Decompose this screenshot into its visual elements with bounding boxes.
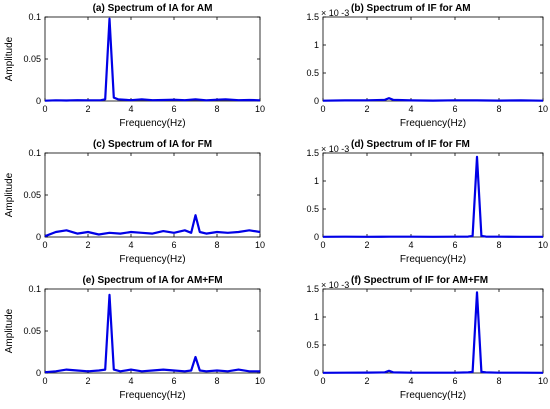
axes-box (322, 16, 544, 102)
y-tick-label: 0 (36, 368, 41, 378)
x-tick-label: 8 (214, 104, 219, 114)
x-tick-label: 2 (364, 104, 369, 114)
x-tick-label: 4 (128, 376, 133, 386)
x-tick-label: 2 (364, 376, 369, 386)
x-axis-label: Frequency(Hz) (119, 254, 185, 265)
x-axis-label: Frequency(Hz) (400, 118, 466, 129)
subplot-title: (d) Spectrum of IF for FM (351, 139, 470, 150)
y-tick-label: 0 (314, 368, 319, 378)
x-tick-label: 4 (408, 240, 413, 250)
x-tick-label: 0 (320, 376, 325, 386)
subplot-title: (a) Spectrum of IA for AM (93, 3, 213, 14)
y-tick-label: 0.1 (28, 284, 41, 294)
x-axis-label: Frequency(Hz) (400, 390, 466, 401)
subplot-c: 0 2 4 6 8 10 0 0.05 0.1 (c) Spectrum of IA for FM… (4, 139, 265, 265)
subplot-e: 0 2 4 6 8 10 0 0.05 0.1 (e) Spectrum of IA for AM… (4, 275, 265, 401)
subplot-title: (c) Spectrum of IA for FM (93, 139, 212, 150)
axes-box (44, 288, 261, 374)
x-tick-label: 8 (214, 376, 219, 386)
y-tick-label: 1.5 (306, 12, 319, 22)
x-tick-label: 10 (538, 376, 548, 386)
x-tick-label: 6 (452, 104, 457, 114)
x-tick-label: 2 (85, 240, 90, 250)
x-axis-label: Frequency(Hz) (119, 118, 185, 129)
x-tick-label: 4 (128, 240, 133, 250)
x-tick-label: 8 (496, 376, 501, 386)
spectrum-line (322, 291, 544, 374)
x-axis-label: Frequency(Hz) (400, 254, 466, 265)
x-tick-label: 8 (214, 240, 219, 250)
x-tick-label: 4 (128, 104, 133, 114)
x-tick-label: 8 (496, 104, 501, 114)
y-tick-label: 0.1 (28, 148, 41, 158)
y-scale-multiplier: × 10 -3 (321, 8, 349, 18)
x-tick-label: 6 (171, 240, 176, 250)
y-tick-label: 1.5 (306, 284, 319, 294)
subplot-b: 0 2 4 6 8 10 0 0.5 1 1.5 × 10 -3 (b) Spectrum of IF… (306, 3, 548, 129)
x-tick-label: 0 (320, 240, 325, 250)
x-tick-label: 6 (452, 240, 457, 250)
y-tick-label: 0.5 (306, 68, 319, 78)
x-tick-label: 6 (171, 104, 176, 114)
axes-box (44, 152, 261, 238)
x-tick-label: 6 (171, 376, 176, 386)
spectrum-line (322, 155, 543, 238)
subplot-f: 0 2 4 6 8 10 0 0.5 1 1.5 × 10 -3 (f) Spectrum of IF… (306, 275, 548, 401)
y-tick-label: 1 (314, 176, 319, 186)
y-tick-label: 1 (314, 312, 319, 322)
x-tick-label: 8 (496, 240, 501, 250)
subplot-title: (b) Spectrum of IF for AM (351, 3, 471, 14)
subplot-title: (f) Spectrum of IF for AM+FM (351, 275, 488, 286)
axes-box (44, 16, 261, 102)
subplot-a: 0 2 4 6 8 10 0 0.05 0.1 (a) Spectrum of IA for AM… (4, 3, 265, 129)
x-tick-label: 10 (538, 240, 548, 250)
x-tick-label: 2 (364, 240, 369, 250)
y-scale-multiplier: × 10 -3 (321, 280, 349, 290)
y-tick-label: 0 (314, 96, 319, 106)
x-tick-label: 10 (255, 240, 265, 250)
subplot-d: 0 2 4 6 8 10 0 0.5 1 1.5 × 10 -3 (d) Spectrum of IF… (306, 139, 548, 265)
y-axis-label: Amplitude (4, 308, 15, 353)
x-tick-label: 4 (408, 376, 413, 386)
y-tick-label: 0.5 (306, 340, 319, 350)
y-scale-multiplier: × 10 -3 (321, 144, 349, 154)
subplot-title: (e) Spectrum of IA for AM+FM (82, 275, 222, 286)
x-tick-label: 6 (452, 376, 457, 386)
x-tick-label: 0 (42, 240, 47, 250)
y-tick-label: 0 (36, 96, 41, 106)
y-tick-label: 0 (314, 232, 319, 242)
x-tick-label: 0 (320, 104, 325, 114)
y-tick-label: 0.05 (23, 190, 41, 200)
y-tick-label: 0.1 (28, 12, 41, 22)
x-tick-label: 2 (85, 104, 90, 114)
y-tick-label: 0.05 (23, 326, 41, 336)
x-tick-label: 2 (85, 376, 90, 386)
spectrum-line (44, 214, 261, 238)
x-tick-label: 0 (42, 104, 47, 114)
x-tick-label: 10 (255, 376, 265, 386)
spectrum-line (44, 293, 260, 374)
axes-box (322, 152, 544, 238)
y-axis-label: Amplitude (4, 36, 15, 81)
spectrum-line (322, 97, 544, 102)
y-tick-label: 1 (314, 40, 319, 50)
y-tick-label: 0.5 (306, 204, 319, 214)
axes-box (322, 288, 544, 374)
spectrum-line (44, 17, 261, 102)
x-tick-label: 4 (408, 104, 413, 114)
x-axis-label: Frequency(Hz) (119, 390, 185, 401)
x-tick-label: 0 (42, 376, 47, 386)
y-tick-label: 0.05 (23, 54, 41, 64)
y-axis-label: Amplitude (4, 172, 15, 217)
y-tick-label: 0 (36, 232, 41, 242)
x-tick-label: 10 (255, 104, 265, 114)
x-tick-label: 10 (538, 104, 548, 114)
y-tick-label: 1.5 (306, 148, 319, 158)
